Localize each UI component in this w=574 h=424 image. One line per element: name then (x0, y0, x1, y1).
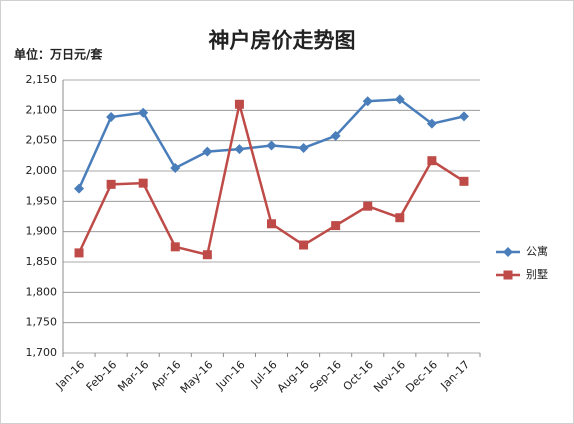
unit-label: 单位：万日元/套 (14, 47, 103, 62)
point (330, 130, 341, 141)
point (266, 140, 277, 151)
point (298, 142, 309, 153)
y-tick-label: 2,100 (26, 103, 58, 116)
point (458, 111, 469, 122)
point (234, 99, 244, 109)
point (138, 107, 149, 118)
y-tick-label: 1,800 (26, 285, 58, 298)
point (170, 242, 180, 252)
point (331, 221, 341, 231)
y-tick-label: 2,050 (26, 134, 58, 147)
point (106, 112, 117, 123)
y-tick-label: 1,750 (26, 316, 58, 329)
point (138, 178, 148, 188)
legend-label: 别墅 (526, 268, 548, 281)
point (362, 96, 373, 107)
chart-title: 神户房价走势图 (209, 28, 356, 53)
y-tick-label: 1,950 (26, 194, 58, 207)
point (106, 179, 116, 189)
y-tick-label: 1,900 (26, 225, 58, 238)
point (202, 250, 212, 260)
legend-label: 公寓 (526, 244, 548, 258)
point (363, 201, 373, 211)
legend-marker (503, 270, 513, 280)
point (426, 118, 437, 129)
y-tick-label: 1,700 (26, 346, 58, 359)
point (234, 144, 245, 155)
y-tick-label: 2,150 (26, 73, 58, 86)
point (170, 162, 181, 173)
y-tick-label: 1,850 (26, 255, 58, 268)
point (299, 240, 309, 250)
point (459, 176, 469, 186)
point (74, 248, 84, 258)
point (74, 183, 85, 194)
y-tick-label: 2,000 (26, 164, 58, 177)
point (394, 94, 405, 105)
point (267, 219, 276, 229)
point (427, 156, 437, 166)
point (395, 213, 405, 223)
point (202, 146, 213, 157)
legend-marker (503, 247, 513, 257)
